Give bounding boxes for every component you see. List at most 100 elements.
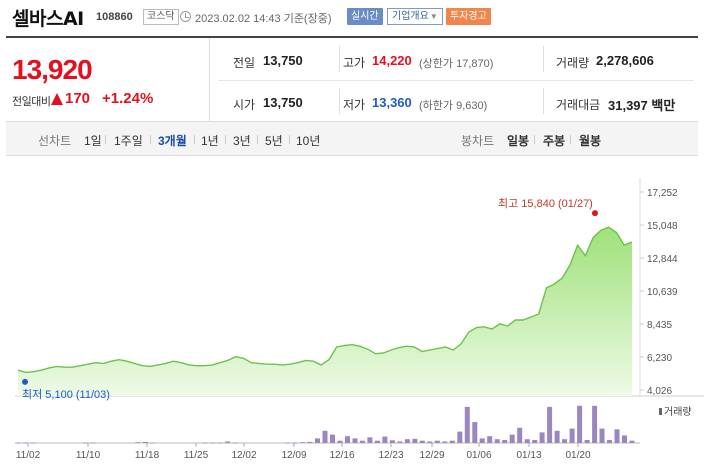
tab-separator [225, 135, 226, 144]
volume-bar-53 [412, 438, 418, 443]
investment-warning-badge[interactable]: 투자경고 [446, 8, 491, 25]
divider [543, 46, 544, 72]
volume-bar-66 [509, 434, 515, 443]
price-summary: 13,920 전일대비 170 +1.24% 전일 13,750 고가 14,2… [6, 36, 698, 122]
x-tick-label: 11/18 [135, 450, 160, 461]
volume-bar-62 [479, 438, 485, 443]
low-marker [22, 378, 28, 385]
prev-close-value: 13,750 [263, 53, 303, 68]
volume-bar-65 [502, 440, 508, 443]
lower-limit: (하한가 9,630) [419, 100, 488, 112]
x-tick-label: 12/23 [378, 450, 403, 461]
volume-bar-58 [449, 440, 455, 443]
volume-bar-0 [15, 442, 21, 444]
volume-bar-45 [352, 438, 358, 443]
y-tick-label: 15,048 [647, 221, 678, 232]
volume-bar-46 [359, 440, 365, 443]
volume-bar-60 [464, 406, 470, 443]
y-tick-label: 4,026 [647, 386, 672, 397]
up-arrow-icon [51, 93, 63, 105]
volume-value: 2,278,606 [596, 53, 654, 68]
tab-3y[interactable]: 3년 [233, 134, 251, 148]
volume-bar-64 [494, 439, 500, 443]
x-tick-label: 11/10 [76, 450, 101, 461]
volume-bar-36 [285, 442, 291, 444]
realtime-button[interactable]: 실시간 [347, 8, 383, 25]
stock-name: 셀바스AI [12, 8, 84, 30]
price-area [18, 227, 632, 396]
volume-bar-27 [217, 442, 223, 444]
x-tick-label: 12/02 [231, 450, 256, 461]
volume-bar-77 [592, 405, 598, 443]
price-chart[interactable]: 17,25215,04812,84410,6398,4356,2304,026 … [0, 156, 704, 473]
volume-legend: 거래량 [664, 406, 692, 418]
chart-period-tabs: 선차트 1일 1주일 3개월 1년 3년 5년 10년 봉차트 일봉 주봉 월봉 [6, 122, 698, 156]
tab-1y[interactable]: 1년 [201, 134, 219, 148]
tab-3m[interactable]: 3개월 [158, 134, 187, 148]
volume-bar-28 [225, 441, 231, 443]
tab-weekly[interactable]: 주봉 [543, 134, 566, 148]
company-overview-button[interactable]: 기업개요▼ [387, 8, 443, 25]
volume-bar-10 [90, 442, 96, 444]
high-label: 고가 [343, 56, 366, 70]
divider [543, 88, 544, 114]
volume-bar-81 [622, 435, 627, 443]
volume-bar-51 [397, 441, 403, 443]
open-value: 13,750 [263, 95, 303, 110]
tab-5y[interactable]: 5년 [265, 134, 283, 148]
volume-bar-40 [315, 438, 320, 443]
tab-separator [257, 135, 258, 144]
volume-bar-18 [150, 442, 156, 444]
upper-limit: (상한가 17,870) [419, 58, 494, 70]
current-price: 13,920 [12, 54, 93, 85]
y-tick-label: 10,639 [647, 287, 678, 298]
volume-legend-marker [659, 408, 662, 415]
volume-bar-69 [532, 440, 538, 443]
y-tick-label: 17,252 [647, 188, 678, 199]
volume-bar-59 [457, 431, 463, 443]
volume-bar-25 [202, 442, 208, 444]
tab-separator [289, 135, 290, 144]
tab-separator [570, 135, 571, 144]
tab-separator [105, 135, 106, 144]
volume-bar-54 [419, 440, 425, 443]
price-line [17, 226, 633, 374]
tab-monthly[interactable]: 월봉 [579, 134, 602, 148]
current-price-box: 13,920 전일대비 170 +1.24% [6, 38, 210, 122]
tab-1d[interactable]: 1일 [84, 134, 102, 148]
volume-bar-68 [524, 439, 530, 443]
volume-bar-67 [517, 427, 523, 443]
volume-bar-55 [427, 441, 433, 443]
x-tick-label: 01/20 [565, 450, 590, 461]
volume-bar-50 [389, 440, 395, 443]
volume-bar-52 [404, 439, 410, 443]
volume-bar-76 [584, 440, 590, 443]
tab-daily[interactable]: 일봉 [507, 134, 530, 148]
low-annotation: 최저 5,100 (11/03) [22, 388, 110, 401]
x-tick-label: 12/09 [281, 450, 306, 461]
x-tick-label: 01/06 [466, 450, 491, 461]
volume-bar-56 [434, 440, 440, 443]
low-label: 저가 [343, 98, 366, 112]
tab-10y[interactable]: 10년 [296, 134, 321, 148]
divider [339, 88, 340, 114]
high-annotation: 최고 15,840 (01/27) [498, 197, 593, 210]
market-badge: 코스닥 [143, 9, 179, 25]
x-tick-label: 12/29 [419, 450, 444, 461]
change-percent: +1.24% [102, 90, 154, 107]
prev-close-label: 전일 [233, 56, 256, 70]
tab-1w[interactable]: 1주일 [114, 134, 143, 148]
x-tick-label: 01/13 [516, 450, 541, 461]
open-label: 시가 [233, 98, 256, 112]
volume-bar-57 [442, 441, 448, 443]
y-tick-label: 12,844 [647, 254, 678, 265]
volume-bar-72 [554, 430, 560, 443]
volume-bar-39 [307, 441, 313, 443]
volume-bar-1 [23, 442, 28, 444]
volume-bar-37 [292, 442, 298, 444]
volume-bar-38 [300, 442, 305, 443]
change-value: 170 [65, 90, 91, 107]
tab-separator [194, 135, 195, 144]
high-marker [592, 210, 598, 217]
volume-bar-82 [629, 440, 635, 443]
